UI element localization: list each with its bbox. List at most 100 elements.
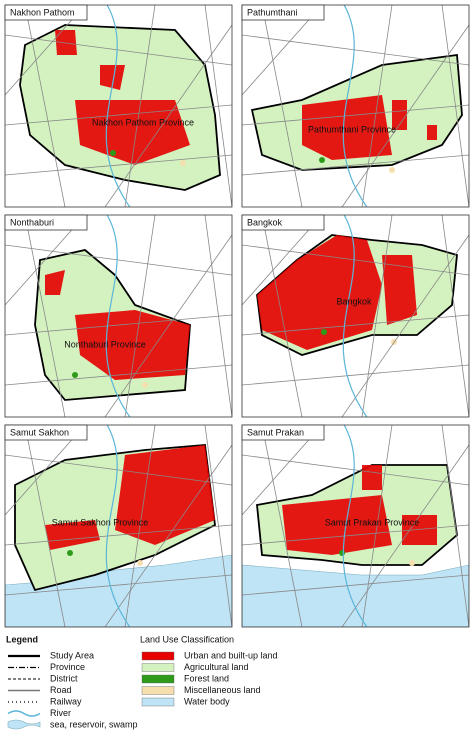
- legend-symbol: [7, 710, 41, 717]
- sea: [242, 564, 469, 627]
- province-label: Nonthaburi Province: [64, 339, 146, 349]
- legend-title: Legend: [6, 634, 38, 644]
- urban-area: [100, 65, 125, 90]
- road: [104, 234, 232, 417]
- province-label: Samut Prakan Province: [325, 517, 420, 527]
- legend-label: sea, reservoir, swamp: [50, 719, 138, 729]
- road: [124, 5, 156, 207]
- legend-label: Railway: [50, 696, 82, 706]
- road: [242, 154, 469, 176]
- road: [242, 104, 469, 126]
- misc-patch: [137, 560, 143, 566]
- road: [242, 574, 469, 596]
- road: [361, 5, 393, 207]
- river: [105, 425, 131, 627]
- urban-area: [75, 310, 190, 380]
- road: [261, 215, 303, 417]
- road: [441, 5, 469, 207]
- map-panel: Nonthaburi Province: [5, 215, 232, 417]
- map-panel: Bangkok: [242, 215, 469, 417]
- panel-title: Pathumthani: [247, 7, 298, 17]
- panel-title: Nakhon Pathom: [10, 7, 75, 17]
- legend-label: Water body: [184, 696, 230, 706]
- road: [242, 244, 469, 276]
- river: [105, 215, 131, 417]
- road: [24, 425, 66, 627]
- legend-label: Agricultural land: [184, 662, 249, 672]
- road: [441, 215, 469, 417]
- forest-patch: [67, 550, 73, 556]
- forest-patch: [339, 550, 345, 556]
- urban-area: [427, 125, 437, 140]
- panel-title: Bangkok: [247, 217, 283, 227]
- road: [341, 444, 469, 627]
- urban-area: [55, 30, 77, 55]
- road: [5, 314, 232, 336]
- road: [5, 104, 232, 126]
- legend-swatch: [141, 663, 175, 672]
- legend-swatch: [141, 686, 175, 695]
- road: [242, 454, 469, 486]
- title-box: [241, 214, 325, 231]
- panel-border: [241, 424, 470, 628]
- forest-patch: [110, 150, 116, 156]
- urban-area: [402, 515, 437, 545]
- province-label: Nakhon Pathom Province: [92, 117, 194, 127]
- panel-title: Samut Sakhon: [10, 427, 69, 437]
- urban-area: [45, 270, 65, 295]
- road: [242, 524, 469, 546]
- panel-border: [241, 214, 470, 418]
- panel-border: [4, 214, 233, 418]
- title-box: [4, 214, 88, 231]
- road: [124, 425, 156, 627]
- urban-area: [362, 465, 382, 490]
- river: [342, 215, 368, 417]
- urban-area: [282, 495, 392, 555]
- title-box: [4, 424, 88, 441]
- road: [24, 5, 66, 207]
- road: [441, 425, 469, 627]
- road: [341, 234, 469, 417]
- misc-patch: [142, 382, 148, 388]
- road: [341, 24, 469, 207]
- legend-swatch: [141, 697, 175, 707]
- legend-title: Land Use Classification: [140, 634, 234, 644]
- road: [204, 215, 232, 417]
- river: [342, 5, 368, 207]
- road: [5, 574, 232, 596]
- road: [242, 34, 469, 66]
- legend-label: Forest land: [184, 673, 229, 683]
- river: [342, 425, 368, 627]
- road: [5, 154, 232, 176]
- map-panel: Samut Prakan Province: [242, 425, 469, 627]
- forest-patch: [319, 157, 325, 163]
- misc-patch: [389, 167, 395, 173]
- map-panel: Pathumthani Province: [242, 5, 469, 207]
- misc-patch: [180, 160, 186, 166]
- legend-label: District: [50, 673, 78, 683]
- road: [24, 215, 66, 417]
- road: [5, 524, 232, 546]
- title-box: [241, 424, 325, 441]
- title-box: [241, 4, 325, 21]
- road: [361, 215, 393, 417]
- legend-swatch: [141, 651, 175, 661]
- river: [105, 5, 131, 207]
- road: [5, 364, 232, 386]
- panel-border: [4, 424, 233, 628]
- province-label: Samut Sakhon Province: [52, 517, 149, 527]
- road: [104, 444, 232, 627]
- urban-area: [45, 520, 100, 550]
- road: [5, 34, 232, 66]
- legend-label: Province: [50, 662, 85, 672]
- road: [204, 425, 232, 627]
- title-box: [4, 4, 88, 21]
- province-label: Pathumthani Province: [308, 124, 396, 134]
- legend-label: Urban and built-up land: [184, 650, 278, 660]
- legend-label: River: [50, 708, 71, 718]
- legend-label: Road: [50, 685, 72, 695]
- urban-area: [392, 100, 407, 130]
- urban-area: [382, 255, 417, 325]
- road: [104, 24, 232, 207]
